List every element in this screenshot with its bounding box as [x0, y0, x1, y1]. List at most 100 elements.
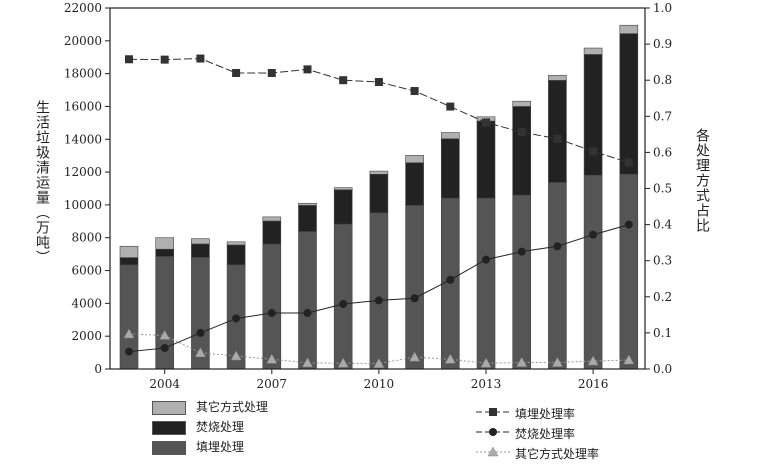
y-tick-label: 2000 — [71, 329, 102, 343]
bar-other — [512, 100, 532, 107]
legend-swatch — [152, 400, 186, 415]
y-tick-label: 12000 — [64, 165, 102, 179]
y-tick-label: 10000 — [64, 198, 102, 212]
y2-tick-label: 0.3 — [653, 254, 672, 268]
legend-label: 其它方式处理 — [196, 400, 269, 414]
bar-incineration — [155, 248, 174, 257]
point-circle — [589, 230, 598, 239]
bar-landfill — [548, 182, 567, 370]
y2-tick-label: 0.6 — [653, 145, 672, 159]
bar-incineration — [512, 106, 532, 196]
point-square — [267, 68, 276, 77]
bar-other — [369, 170, 389, 175]
y-tick-label: 8000 — [71, 231, 102, 245]
point-square — [624, 158, 633, 167]
bar-other — [155, 237, 174, 250]
point-square — [446, 102, 455, 111]
bar-landfill — [298, 231, 317, 370]
legend-item-landfill-rate: 填埋处理率 — [515, 407, 576, 421]
bar-incineration — [369, 173, 389, 214]
bar-incineration — [333, 189, 353, 225]
y2-tick-label: 1.0 — [653, 1, 672, 15]
point-triangle — [159, 329, 171, 340]
point-square — [196, 54, 205, 63]
point-triangle — [337, 357, 349, 368]
point-square — [589, 147, 598, 156]
bar-landfill — [405, 205, 424, 370]
bar-incineration — [548, 80, 567, 183]
bar-landfill — [512, 194, 532, 370]
x-tick-label: 2004 — [149, 377, 180, 391]
bar-incineration — [119, 257, 139, 266]
y-tick-label: 22000 — [64, 1, 102, 15]
bar-other — [405, 155, 424, 164]
point-triangle — [230, 350, 242, 361]
y2-tick-label: 0.1 — [653, 326, 672, 340]
bar-incineration — [440, 138, 460, 199]
y-axis-label: 生活垃圾清运量（万吨） — [34, 100, 50, 265]
point-square — [232, 68, 241, 77]
y2-tick-label: 0.8 — [653, 73, 672, 87]
bar-incineration — [298, 205, 317, 232]
bar-other — [548, 74, 567, 81]
y2-tick-label: 0.9 — [653, 37, 672, 51]
bar-incineration — [476, 120, 496, 199]
point-square — [410, 87, 419, 96]
point-square — [553, 134, 562, 143]
legend-item-other: 其它方式处理 — [152, 398, 268, 415]
y-tick-label: 4000 — [71, 296, 102, 310]
point-circle — [553, 242, 562, 251]
bar-other — [191, 238, 210, 245]
y2-tick-label: 0.4 — [653, 218, 672, 232]
bar-incineration — [583, 54, 603, 176]
bar-incineration — [191, 243, 210, 258]
bar-other — [583, 47, 603, 55]
bar-landfill — [619, 173, 639, 370]
y-tick-label: 20000 — [64, 34, 102, 48]
point-square — [374, 78, 383, 87]
y2-axis-label: 各处理方式占比 — [694, 128, 710, 233]
legend-item-incineration-rate: 焚烧处理率 — [515, 427, 576, 441]
point-circle — [446, 275, 455, 284]
y2-tick-label: 0.0 — [653, 362, 672, 376]
bar-landfill — [333, 223, 353, 370]
bar-other — [262, 216, 282, 222]
x-tick-label: 2013 — [471, 377, 502, 391]
point-circle — [303, 309, 312, 318]
y2-tick-label: 0.2 — [653, 290, 672, 304]
point-triangle — [516, 356, 528, 367]
point-triangle — [551, 356, 563, 367]
bar-incineration — [226, 244, 246, 266]
y2-tick-label: 0.5 — [653, 182, 672, 196]
point-circle — [196, 328, 205, 337]
y-tick-label: 18000 — [64, 67, 102, 81]
legend-swatch — [152, 420, 186, 435]
legend-label: 填埋处理 — [196, 440, 245, 454]
bar-other — [226, 241, 246, 246]
x-tick-label: 2007 — [257, 377, 288, 391]
legend-item-other-rate: 其它方式处理率 — [515, 447, 600, 461]
point-square — [339, 76, 348, 85]
point-square — [160, 55, 169, 64]
y-tick-label: 16000 — [64, 99, 102, 113]
point-square — [517, 128, 526, 137]
legend-item-incineration: 焚烧处理 — [152, 418, 244, 435]
point-circle — [517, 247, 526, 256]
bar-incineration — [405, 162, 424, 206]
legend-marker-square — [489, 408, 497, 416]
y-tick-label: 0 — [94, 362, 102, 376]
point-triangle — [623, 354, 635, 365]
bar-other — [298, 202, 317, 206]
point-circle — [160, 344, 169, 353]
point-triangle — [373, 358, 385, 368]
bar-landfill — [476, 197, 496, 370]
point-triangle — [480, 357, 492, 368]
x-tick-label: 2016 — [578, 377, 609, 391]
point-circle — [267, 309, 276, 318]
legend-marker-triangle — [487, 446, 499, 457]
point-circle — [232, 314, 241, 323]
point-circle — [339, 300, 348, 309]
point-square — [482, 118, 490, 127]
point-triangle — [409, 351, 421, 362]
